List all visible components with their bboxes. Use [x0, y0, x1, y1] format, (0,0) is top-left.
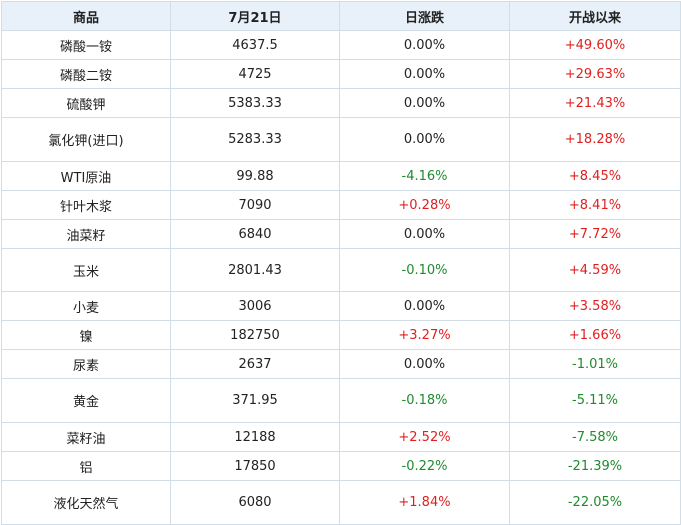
- daily-change-cell: +2.52%: [339, 422, 510, 452]
- commodity-name: 玉米: [1, 248, 171, 292]
- commodity-name: 铝: [1, 451, 171, 481]
- price-cell: 4725: [170, 59, 340, 89]
- price-cell: 99.88: [170, 161, 340, 191]
- commodity-name: 针叶木浆: [1, 190, 171, 220]
- table-row: 小麦 3006 0.00% +3.58%: [1, 291, 681, 321]
- table-row: 镍 182750 +3.27% +1.66%: [1, 320, 681, 350]
- since-change-cell: +29.63%: [509, 59, 681, 89]
- price-cell: 7090: [170, 190, 340, 220]
- commodity-name: 小麦: [1, 291, 171, 321]
- table-row: 针叶木浆 7090 +0.28% +8.41%: [1, 190, 681, 220]
- daily-change-cell: -4.16%: [339, 161, 510, 191]
- commodity-name: 磷酸二铵: [1, 59, 171, 89]
- commodity-name: 黄金: [1, 378, 171, 423]
- price-cell: 5383.33: [170, 88, 340, 118]
- table-row: 菜籽油 12188 +2.52% -7.58%: [1, 422, 681, 452]
- commodity-name: 液化天然气: [1, 480, 171, 525]
- since-change-cell: +8.41%: [509, 190, 681, 220]
- header-row: 商品 7月21日 日涨跌 开战以来: [1, 1, 681, 31]
- since-change-cell: +18.28%: [509, 117, 681, 162]
- price-cell: 3006: [170, 291, 340, 321]
- table-row: 液化天然气 6080 +1.84% -22.05%: [1, 480, 681, 525]
- price-cell: 2637: [170, 349, 340, 379]
- price-cell: 5283.33: [170, 117, 340, 162]
- since-change-cell: +3.58%: [509, 291, 681, 321]
- table-row: 氯化钾(进口) 5283.33 0.00% +18.28%: [1, 117, 681, 162]
- commodity-name: 磷酸一铵: [1, 30, 171, 60]
- table-row: 尿素 2637 0.00% -1.01%: [1, 349, 681, 379]
- table-row: 玉米 2801.43 -0.10% +4.59%: [1, 248, 681, 292]
- table-row: 磷酸一铵 4637.5 0.00% +49.60%: [1, 30, 681, 60]
- commodity-name: 硫酸钾: [1, 88, 171, 118]
- daily-change-cell: +3.27%: [339, 320, 510, 350]
- since-change-cell: +21.43%: [509, 88, 681, 118]
- daily-change-cell: -0.22%: [339, 451, 510, 481]
- since-change-cell: -5.11%: [509, 378, 681, 423]
- since-change-cell: -22.05%: [509, 480, 681, 525]
- daily-change-cell: 0.00%: [339, 349, 510, 379]
- price-cell: 12188: [170, 422, 340, 452]
- daily-change-cell: -0.10%: [339, 248, 510, 292]
- price-cell: 371.95: [170, 378, 340, 423]
- daily-change-cell: +1.84%: [339, 480, 510, 525]
- header-since-war: 开战以来: [509, 1, 681, 31]
- daily-change-cell: 0.00%: [339, 30, 510, 60]
- commodity-name: 镍: [1, 320, 171, 350]
- price-cell: 17850: [170, 451, 340, 481]
- price-cell: 2801.43: [170, 248, 340, 292]
- price-cell: 182750: [170, 320, 340, 350]
- commodity-name: WTI原油: [1, 161, 171, 191]
- header-commodity: 商品: [1, 1, 171, 31]
- since-change-cell: +49.60%: [509, 30, 681, 60]
- table-row: 硫酸钾 5383.33 0.00% +21.43%: [1, 88, 681, 118]
- commodity-name: 菜籽油: [1, 422, 171, 452]
- since-change-cell: +1.66%: [509, 320, 681, 350]
- daily-change-cell: 0.00%: [339, 59, 510, 89]
- header-date: 7月21日: [170, 1, 340, 31]
- commodity-name: 氯化钾(进口): [1, 117, 171, 162]
- commodity-name: 尿素: [1, 349, 171, 379]
- table-row: WTI原油 99.88 -4.16% +8.45%: [1, 161, 681, 191]
- since-change-cell: +4.59%: [509, 248, 681, 292]
- table-row: 铝 17850 -0.22% -21.39%: [1, 451, 681, 481]
- price-cell: 6840: [170, 219, 340, 249]
- price-cell: 4637.5: [170, 30, 340, 60]
- since-change-cell: -1.01%: [509, 349, 681, 379]
- table-row: 黄金 371.95 -0.18% -5.11%: [1, 378, 681, 423]
- daily-change-cell: 0.00%: [339, 291, 510, 321]
- since-change-cell: +8.45%: [509, 161, 681, 191]
- daily-change-cell: 0.00%: [339, 88, 510, 118]
- since-change-cell: +7.72%: [509, 219, 681, 249]
- since-change-cell: -21.39%: [509, 451, 681, 481]
- daily-change-cell: +0.28%: [339, 190, 510, 220]
- commodity-name: 油菜籽: [1, 219, 171, 249]
- header-daily-change: 日涨跌: [339, 1, 510, 31]
- daily-change-cell: -0.18%: [339, 378, 510, 423]
- daily-change-cell: 0.00%: [339, 219, 510, 249]
- table-row: 油菜籽 6840 0.00% +7.72%: [1, 219, 681, 249]
- table-row: 磷酸二铵 4725 0.00% +29.63%: [1, 59, 681, 89]
- price-cell: 6080: [170, 480, 340, 525]
- since-change-cell: -7.58%: [509, 422, 681, 452]
- daily-change-cell: 0.00%: [339, 117, 510, 162]
